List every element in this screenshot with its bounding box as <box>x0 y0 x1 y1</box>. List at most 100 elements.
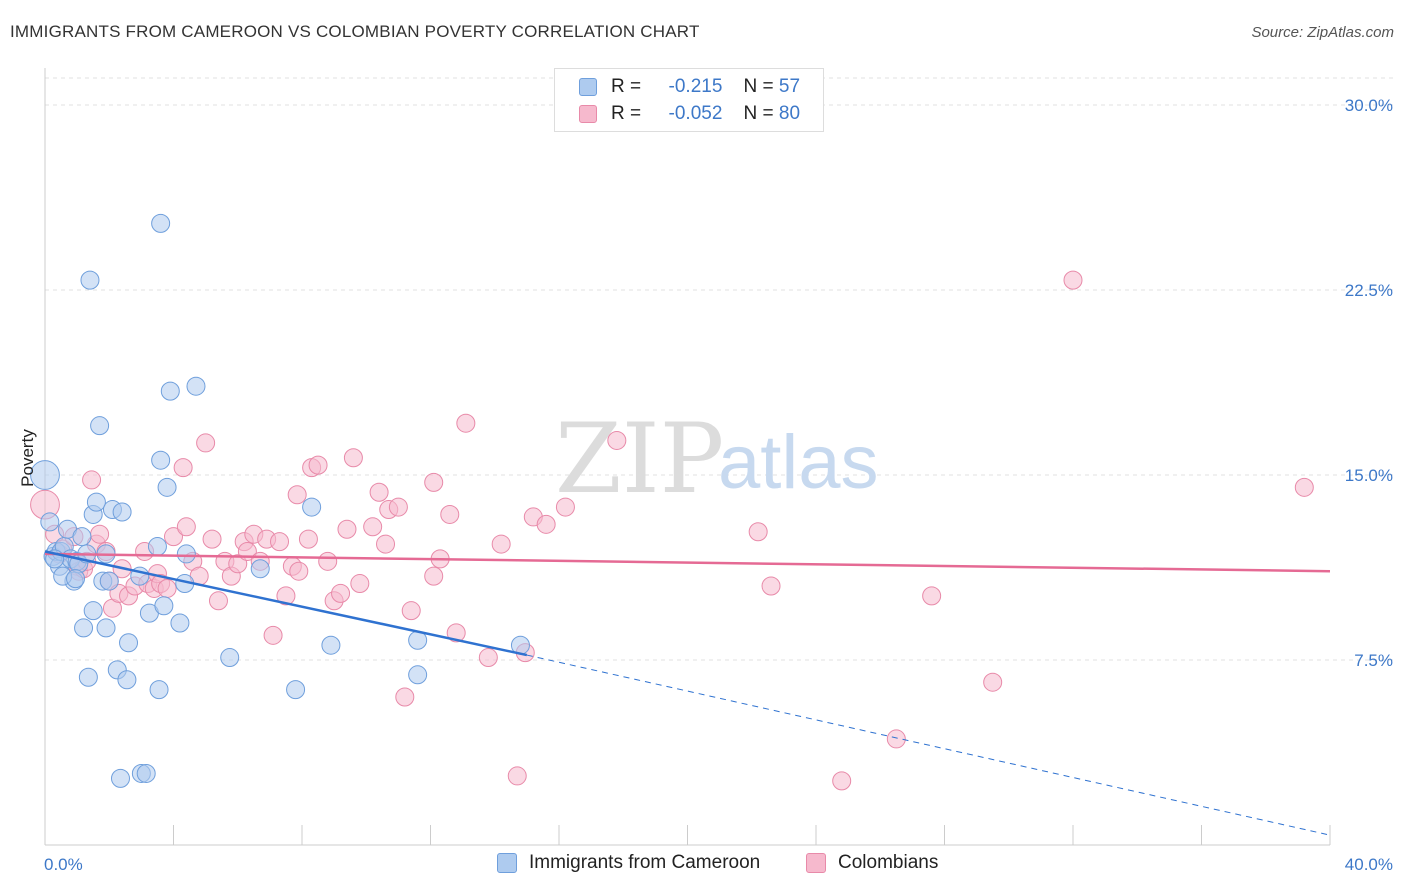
legend-swatch-pink <box>579 105 597 123</box>
colombians-point <box>369 482 389 502</box>
colombians-point <box>983 672 1003 692</box>
legend-swatch-blue <box>579 78 597 96</box>
cameroon-point <box>96 618 116 638</box>
colombians-point <box>886 729 906 749</box>
colombians-point <box>350 574 370 594</box>
colombians-point <box>440 504 460 524</box>
y-tick-label: 22.5% <box>1345 281 1393 300</box>
colombians-point <box>761 576 781 596</box>
x-ticks <box>173 825 1331 845</box>
cameroon-trend-line <box>44 550 528 657</box>
cameroon-point <box>154 596 174 616</box>
colombians-point <box>446 623 466 643</box>
legend-r-value: -0.215 <box>668 76 723 97</box>
cameroon-point <box>30 460 60 490</box>
legend-r-label: R = <box>611 76 642 97</box>
series-legend: Immigrants from Cameroon Colombians <box>0 852 1406 878</box>
cameroon-point <box>160 381 180 401</box>
cameroon-point <box>78 667 98 687</box>
cameroon-point <box>99 571 119 591</box>
colombians-point <box>90 524 110 544</box>
colombians-point <box>289 561 309 581</box>
legend-label-colombians: Colombians <box>838 852 939 873</box>
cameroon-point <box>170 613 190 633</box>
colombians-point <box>196 433 216 453</box>
cameroon-point <box>83 601 103 621</box>
legend-item-colombians[interactable]: Colombians <box>806 852 938 874</box>
y-axis-title: Poverty <box>18 429 37 487</box>
watermark: ZIP atlas <box>555 403 879 515</box>
gridlines <box>45 77 1393 661</box>
series-colombians <box>30 270 1314 791</box>
cameroon-point <box>157 477 177 497</box>
cameroon-point <box>117 670 137 690</box>
y-tick-label: 15.0% <box>1345 466 1393 485</box>
colombians-point <box>555 497 575 517</box>
colombians-point <box>424 472 444 492</box>
colombians-point <box>337 519 357 539</box>
cameroon-point <box>119 633 139 653</box>
cameroon-point <box>110 768 130 788</box>
colombians-point <box>748 522 768 542</box>
colombians-point <box>507 766 527 786</box>
cameroon-trend-extension <box>526 654 1331 836</box>
colombians-point <box>376 534 396 554</box>
legend-r-value: -0.052 <box>668 103 723 124</box>
colombians-point <box>157 578 177 598</box>
legend-n-value: 80 <box>778 103 801 124</box>
y-tick-label: 30.0% <box>1345 96 1393 115</box>
colombians-point <box>478 648 498 668</box>
legend-swatch-blue <box>497 853 517 873</box>
source-label: Source: ZipAtlas.com <box>1251 24 1394 41</box>
chart-title: IMMIGRANTS FROM CAMEROON VS COLOMBIAN PO… <box>10 22 700 41</box>
cameroon-point <box>136 763 156 783</box>
colombians-point <box>298 529 318 549</box>
colombians-point <box>1063 270 1083 290</box>
colombians-point <box>832 771 852 791</box>
cameroon-point <box>250 559 270 579</box>
x-tick-label-min: 0.0% <box>44 855 83 874</box>
trend-lines <box>44 550 1331 836</box>
cameroon-point <box>186 376 206 396</box>
colombians-point <box>164 527 183 547</box>
y-tick-label: 7.5% <box>1354 651 1393 670</box>
colombians-point <box>208 591 228 611</box>
colombians-point <box>363 517 383 537</box>
cameroon-point <box>220 648 240 668</box>
cameroon-point <box>151 450 171 470</box>
cameroon-point <box>112 502 132 522</box>
colombians-point <box>82 470 102 490</box>
legend-n-label: N = <box>743 103 774 124</box>
colombians-point <box>536 514 556 534</box>
legend-n-label: N = <box>743 76 774 97</box>
colombians-point <box>388 497 408 517</box>
cameroon-point <box>74 618 94 638</box>
legend-row-cameroon: R = -0.215 N = 57 <box>579 75 800 99</box>
cameroon-point <box>40 512 60 532</box>
cameroon-point <box>90 416 110 436</box>
y-tick-labels: 7.5% 15.0% 22.5% 30.0% <box>1345 96 1393 670</box>
colombians-point <box>176 517 196 537</box>
colombians-point <box>173 458 193 478</box>
cameroon-point <box>151 213 171 233</box>
colombians-point <box>202 529 222 549</box>
cameroon-point <box>149 680 169 700</box>
cameroon-point <box>286 680 306 700</box>
cameroon-point <box>72 527 92 547</box>
cameroon-point <box>147 537 167 557</box>
colombians-point <box>331 583 351 603</box>
cameroon-point <box>86 492 106 512</box>
x-tick-label-max: 40.0% <box>1345 855 1393 874</box>
cameroon-point <box>66 569 86 589</box>
legend-r-label: R = <box>611 103 642 124</box>
legend-item-cameroon[interactable]: Immigrants from Cameroon <box>497 852 760 874</box>
colombians-point <box>263 625 283 645</box>
cameroon-point <box>176 544 196 564</box>
cameroon-point <box>302 497 322 517</box>
watermark-zip: ZIP <box>555 403 724 515</box>
cameroon-point <box>408 665 428 685</box>
colombians-point <box>922 586 942 606</box>
watermark-atlas: atlas <box>718 420 879 505</box>
legend-n-value: 57 <box>778 76 801 97</box>
colombians-point <box>343 448 363 468</box>
